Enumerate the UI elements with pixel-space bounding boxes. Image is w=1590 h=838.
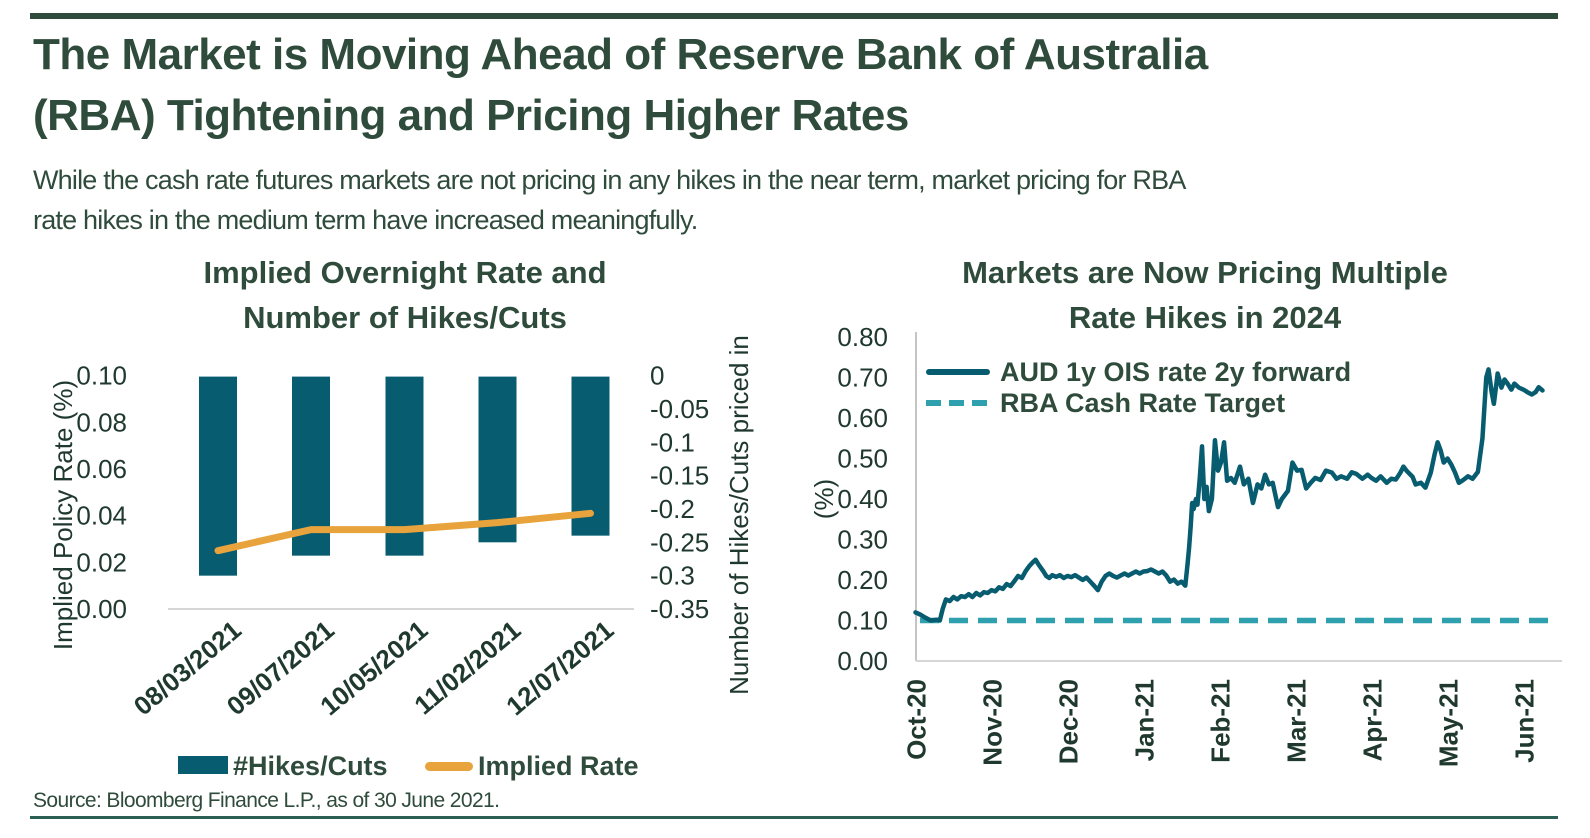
pct-axis-tick: 0.40 (837, 484, 888, 514)
hikes-cuts-bar (478, 376, 517, 543)
top-accent-bar (30, 13, 1558, 19)
left-axis-title: Implied Policy Rate (%) (48, 380, 78, 650)
month-label: Oct-20 (902, 679, 932, 760)
left-axis-tick: 0.06 (76, 454, 127, 484)
month-label: Jun-21 (1510, 679, 1540, 763)
pct-axis-tick: 0.10 (837, 606, 888, 636)
right-axis-tick: -0.3 (650, 561, 695, 591)
implied-rate-legend-swatch (425, 762, 473, 771)
right-axis-title: Number of Hikes/Cuts priced in (724, 335, 754, 695)
pct-axis-tick: 0.60 (837, 403, 888, 433)
right-axis-tick: -0.05 (650, 394, 709, 424)
left-axis-tick: 0.10 (76, 361, 127, 391)
month-label: Dec-20 (1054, 679, 1084, 764)
left-chart-title: Implied Overnight Rate and Number of Hik… (203, 255, 607, 335)
hikes-cuts-legend-swatch (178, 756, 228, 774)
ois-legend-swatch (926, 369, 990, 375)
right-chart-title: Markets are Now Pricing Multiple Rate Hi… (962, 255, 1448, 335)
hikes-cuts-bar (199, 376, 237, 576)
pct-axis-tick: 0.50 (837, 444, 888, 474)
pct-axis-tick: 0.00 (837, 646, 888, 676)
aud-ois-forward-line (913, 367, 1545, 623)
month-label: Nov-20 (978, 679, 1008, 766)
page-subtitle: While the cash rate futures markets are … (33, 165, 1186, 235)
right-axis-tick: 0 (650, 361, 664, 391)
month-label: Apr-21 (1358, 679, 1388, 761)
pct-axis-tick: 0.70 (837, 363, 888, 393)
month-label: Mar-21 (1282, 679, 1312, 763)
left-axis-tick: 0.08 (76, 407, 127, 437)
month-label: May-21 (1434, 679, 1464, 767)
pct-axis-title: (%) (809, 479, 839, 519)
ois-legend-label: AUD 1y OIS rate 2y forward (1000, 357, 1352, 387)
pct-axis-tick: 0.80 (837, 322, 888, 352)
implied-rate-legend-label: Implied Rate (478, 751, 639, 781)
right-axis-tick: -0.25 (650, 527, 709, 557)
right-axis-tick: -0.15 (650, 461, 709, 491)
hikes-cuts-legend-label: #Hikes/Cuts (233, 751, 388, 781)
hikes-cuts-bar (571, 376, 610, 536)
source-note: Source: Bloomberg Finance L.P., as of 30… (33, 789, 500, 812)
rba-target-legend-swatch (926, 400, 990, 406)
rba-target-legend-label: RBA Cash Rate Target (1000, 388, 1286, 418)
page-title: The Market is Moving Ahead of Reserve Ba… (33, 30, 1208, 140)
month-label: Feb-21 (1206, 679, 1236, 763)
left-axis-tick: 0.04 (76, 501, 127, 531)
right-axis-tick: -0.1 (650, 427, 695, 457)
right-axis-tick: -0.35 (650, 594, 709, 624)
month-label: Jan-21 (1130, 679, 1160, 761)
hikes-cuts-bar (292, 376, 330, 556)
bottom-rule (30, 816, 1558, 819)
implied-rate-line (214, 509, 594, 555)
pct-axis-tick: 0.30 (837, 525, 888, 555)
right-axis-tick: -0.2 (650, 494, 695, 524)
pct-axis-tick: 0.20 (837, 565, 888, 595)
left-axis-tick: 0.02 (76, 547, 127, 577)
left-axis-tick: 0.00 (76, 594, 127, 624)
